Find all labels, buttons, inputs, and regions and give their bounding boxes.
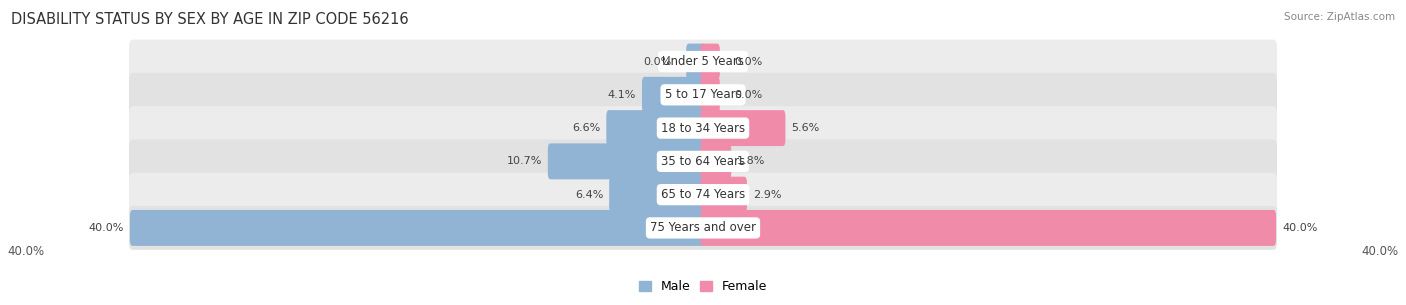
FancyBboxPatch shape [700,77,720,113]
FancyBboxPatch shape [700,210,1277,246]
FancyBboxPatch shape [129,173,1277,217]
Text: 1.8%: 1.8% [737,156,766,166]
FancyBboxPatch shape [606,110,706,146]
FancyBboxPatch shape [129,210,706,246]
Text: 18 to 34 Years: 18 to 34 Years [661,122,745,135]
Text: 2.9%: 2.9% [754,190,782,200]
FancyBboxPatch shape [609,177,706,213]
Text: 40.0%: 40.0% [89,223,124,233]
Text: 6.4%: 6.4% [575,190,603,200]
Text: 40.0%: 40.0% [1362,246,1399,258]
FancyBboxPatch shape [129,106,1277,150]
Text: 6.6%: 6.6% [572,123,600,133]
Text: 5.6%: 5.6% [792,123,820,133]
Text: DISABILITY STATUS BY SEX BY AGE IN ZIP CODE 56216: DISABILITY STATUS BY SEX BY AGE IN ZIP C… [11,12,409,27]
Text: 65 to 74 Years: 65 to 74 Years [661,188,745,201]
Text: 40.0%: 40.0% [7,246,44,258]
FancyBboxPatch shape [129,206,1277,250]
Text: 4.1%: 4.1% [607,90,636,100]
Text: 0.0%: 0.0% [734,90,762,100]
FancyBboxPatch shape [129,40,1277,84]
FancyBboxPatch shape [700,143,731,179]
Text: 0.0%: 0.0% [644,56,672,66]
FancyBboxPatch shape [700,44,720,80]
FancyBboxPatch shape [129,73,1277,117]
FancyBboxPatch shape [700,110,786,146]
FancyBboxPatch shape [643,77,706,113]
FancyBboxPatch shape [700,177,747,213]
Text: 5 to 17 Years: 5 to 17 Years [665,88,741,101]
Text: 75 Years and over: 75 Years and over [650,221,756,235]
Text: 40.0%: 40.0% [1282,223,1317,233]
FancyBboxPatch shape [129,139,1277,183]
FancyBboxPatch shape [548,143,706,179]
Text: Source: ZipAtlas.com: Source: ZipAtlas.com [1284,12,1395,22]
Text: Under 5 Years: Under 5 Years [662,55,744,68]
FancyBboxPatch shape [686,44,706,80]
Text: 0.0%: 0.0% [734,56,762,66]
Legend: Male, Female: Male, Female [634,275,772,298]
Text: 35 to 64 Years: 35 to 64 Years [661,155,745,168]
Text: 10.7%: 10.7% [506,156,541,166]
